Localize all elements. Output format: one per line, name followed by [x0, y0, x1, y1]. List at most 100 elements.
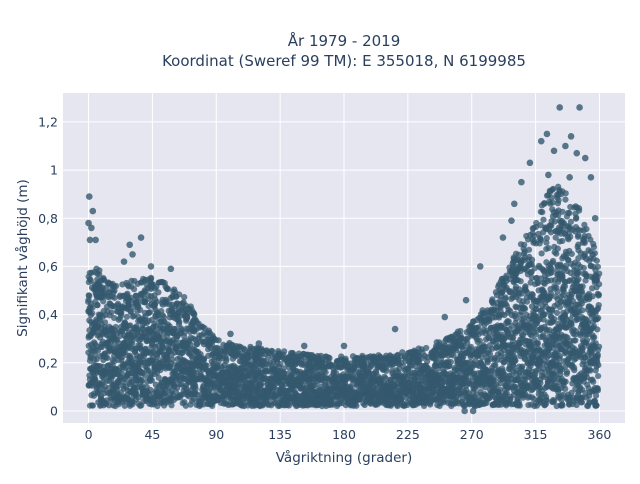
data-point — [479, 320, 485, 326]
data-point — [345, 362, 351, 368]
data-point — [591, 334, 597, 340]
data-point — [430, 352, 436, 358]
data-point — [478, 311, 484, 317]
data-point — [261, 358, 267, 364]
data-point — [594, 326, 600, 332]
data-point — [432, 347, 438, 353]
data-point — [300, 351, 306, 357]
data-point — [584, 337, 590, 343]
data-point — [595, 373, 601, 379]
data-point — [353, 403, 359, 409]
data-point — [350, 353, 356, 359]
data-point — [526, 247, 532, 253]
data-point — [587, 368, 593, 374]
data-point — [575, 234, 581, 240]
data-point — [555, 246, 561, 252]
data-point — [549, 206, 555, 212]
data-point — [579, 307, 585, 313]
data-point — [189, 310, 195, 316]
data-point — [107, 300, 113, 306]
data-point — [448, 334, 454, 340]
data-point — [496, 282, 502, 288]
data-point — [583, 226, 589, 232]
data-point — [147, 309, 153, 315]
data-point — [463, 336, 469, 342]
data-point — [247, 344, 253, 350]
data-point — [134, 302, 140, 308]
data-point — [153, 284, 159, 290]
data-point — [117, 293, 123, 299]
data-point — [594, 278, 600, 284]
data-point — [147, 278, 153, 284]
data-point — [494, 292, 500, 298]
data-point — [595, 292, 601, 298]
data-point — [571, 367, 577, 373]
data-point — [559, 238, 565, 244]
data-point — [163, 299, 169, 305]
data-point — [199, 323, 205, 329]
data-point — [179, 300, 185, 306]
data-point — [590, 379, 596, 385]
data-point — [119, 304, 125, 310]
data-point — [402, 358, 408, 364]
data-point — [563, 379, 569, 385]
data-point — [546, 199, 552, 205]
data-point — [363, 355, 369, 361]
data-point — [89, 285, 95, 291]
data-point — [539, 209, 545, 215]
data-point — [455, 329, 461, 335]
data-point — [104, 355, 110, 361]
data-point — [512, 358, 518, 364]
data-point — [230, 349, 236, 355]
data-point — [139, 378, 145, 384]
data-point — [559, 402, 565, 408]
data-point — [569, 251, 575, 257]
data-point — [109, 287, 115, 293]
data-point — [448, 359, 454, 365]
data-point — [486, 318, 492, 324]
data-point — [575, 242, 581, 248]
data-point — [595, 362, 601, 368]
data-point — [585, 233, 591, 239]
data-point — [352, 363, 358, 369]
data-point — [383, 368, 389, 374]
data-point — [540, 217, 546, 223]
data-point — [119, 281, 125, 287]
data-point — [164, 286, 170, 292]
data-point — [447, 347, 453, 353]
data-point — [554, 310, 560, 316]
data-point — [512, 277, 518, 283]
data-point — [270, 354, 276, 360]
data-point — [245, 354, 251, 360]
data-point — [173, 293, 179, 299]
data-point — [593, 402, 599, 408]
data-point — [223, 358, 229, 364]
data-point — [530, 230, 536, 236]
data-point — [554, 288, 560, 294]
data-point — [125, 294, 131, 300]
data-point — [596, 270, 602, 276]
data-point — [230, 342, 236, 348]
data-point — [129, 401, 135, 407]
data-point — [573, 216, 579, 222]
data-point — [176, 319, 182, 325]
data-point — [358, 361, 364, 367]
data-point — [212, 345, 218, 351]
data-point — [595, 315, 601, 321]
data-point — [590, 241, 596, 247]
data-point — [499, 289, 505, 295]
data-point — [455, 338, 461, 344]
data-point — [439, 344, 445, 350]
data-point — [419, 349, 425, 355]
data-point — [437, 352, 443, 358]
data-point — [575, 276, 581, 282]
data-point — [181, 294, 187, 300]
data-point — [553, 212, 559, 218]
data-point — [387, 362, 393, 368]
data-point — [103, 285, 109, 291]
data-point — [558, 191, 564, 197]
data-point — [469, 323, 475, 329]
data-point — [562, 196, 568, 202]
data-point — [578, 250, 584, 256]
data-point — [559, 209, 565, 215]
